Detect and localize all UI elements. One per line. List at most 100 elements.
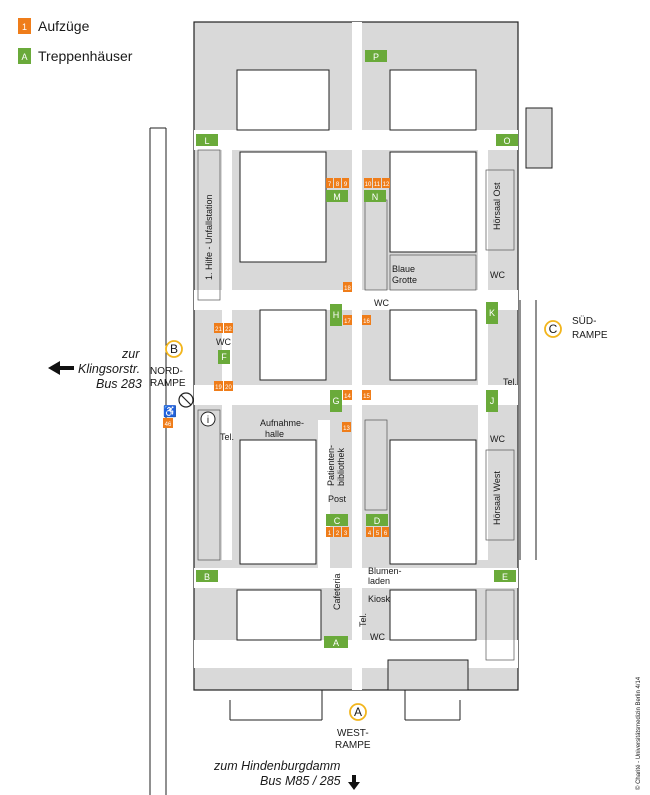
entrance-south-line2: RAMPE [572, 330, 608, 341]
stair-l[interactable]: L [196, 134, 218, 146]
stair-k[interactable]: K [486, 302, 498, 324]
tel-3: Tel. [358, 613, 368, 627]
room-hoersaal-west: Hörsaal West [492, 471, 502, 525]
stair-c[interactable]: C [326, 514, 348, 526]
svg-text:21: 21 [215, 327, 222, 333]
svg-text:19: 19 [215, 385, 222, 391]
stair-o[interactable]: O [496, 134, 518, 146]
svg-text:O: O [503, 136, 510, 146]
svg-text:1: 1 [328, 531, 332, 537]
svg-text:10: 10 [365, 182, 372, 188]
room-labels: 1. Hilfe - Unfallstation Blaue Grotte Au… [204, 182, 517, 642]
elevator-9[interactable]: 9 [342, 178, 349, 188]
svg-text:B: B [204, 572, 210, 582]
elevator-6[interactable]: 6 [382, 527, 389, 537]
no-entry-icon [178, 392, 194, 408]
elevator-8[interactable]: 8 [334, 178, 341, 188]
elevator-22[interactable]: 22 [224, 323, 233, 333]
room-wc-2: WC [490, 270, 505, 280]
elevator-3[interactable]: 3 [342, 527, 349, 537]
elevator-10[interactable]: 10 [364, 178, 372, 188]
room-wc-4: WC [216, 337, 231, 347]
elevator-16[interactable]: 16 [362, 315, 371, 325]
svg-text:15: 15 [363, 394, 370, 400]
stair-h[interactable]: H [330, 304, 342, 326]
entrance-west-line1: WEST- [337, 728, 369, 739]
stair-d[interactable]: D [366, 514, 388, 526]
elevator-7[interactable]: 7 [326, 178, 333, 188]
elevator-11[interactable]: 11 [373, 178, 381, 188]
room-wc-1: WC [370, 632, 385, 642]
svg-text:E: E [502, 572, 508, 582]
direction-bottom: zum Hindenburgdamm Bus M85 / 285 [213, 759, 360, 790]
elevator-5[interactable]: 5 [374, 527, 381, 537]
elevator-46[interactable]: 46 [163, 418, 173, 428]
elevator-20[interactable]: 20 [224, 381, 233, 391]
stair-m[interactable]: M [326, 190, 348, 202]
entrance-north[interactable]: B NORD- RAMPE [150, 340, 186, 389]
elevator-19[interactable]: 19 [214, 381, 223, 391]
entrance-south-letter: C [549, 322, 558, 336]
stair-g[interactable]: G [330, 390, 342, 412]
entrance-west[interactable]: A WEST- RAMPE [335, 703, 371, 751]
elevator-2[interactable]: 2 [334, 527, 341, 537]
svg-text:F: F [221, 352, 227, 362]
room-cafeteria: Cafeteria [332, 573, 342, 610]
tel-2: Tel. [220, 432, 234, 442]
svg-text:N: N [372, 192, 379, 202]
stair-f[interactable]: F [218, 350, 230, 364]
dir-bottom-line2: Bus M85 / 285 [260, 774, 341, 788]
svg-text:22: 22 [225, 327, 232, 333]
svg-text:14: 14 [344, 394, 351, 400]
elevator-4[interactable]: 4 [366, 527, 373, 537]
arrow-left-icon [48, 361, 74, 375]
entrance-south[interactable]: C SÜD- RAMPE [544, 315, 608, 341]
svg-text:G: G [332, 396, 339, 406]
svg-text:18: 18 [344, 286, 351, 292]
room-blumen-1: Blumen- [368, 566, 402, 576]
elevator-13[interactable]: 13 [342, 422, 351, 432]
stair-a[interactable]: A [324, 636, 348, 648]
courtyards [236, 69, 477, 641]
stair-legend-label: Treppenhäuser [38, 48, 133, 64]
stair-b[interactable]: B [196, 570, 218, 582]
room-aufnahme-1: Aufnahme- [260, 418, 304, 428]
room-erste-hilfe: 1. Hilfe - Unfallstation [204, 194, 214, 280]
info-icon: i [200, 411, 216, 427]
entrance-south-line1: SÜD- [572, 315, 596, 327]
svg-text:11: 11 [374, 182, 381, 188]
svg-text:12: 12 [383, 182, 390, 188]
stair-p[interactable]: P [365, 50, 387, 62]
dir-left-line3: Bus 283 [96, 377, 142, 391]
entrance-north-letter: B [170, 342, 178, 356]
stair-j[interactable]: J [486, 390, 498, 412]
tel-1: Tel. [503, 377, 517, 387]
room-blaue-grotte-1: Blaue [392, 264, 415, 274]
stair-e[interactable]: E [494, 570, 516, 582]
elevator-17[interactable]: 17 [343, 315, 352, 325]
svg-text:2: 2 [336, 531, 340, 537]
arrow-down-icon [348, 775, 360, 790]
stair-legend-marker: A [21, 52, 27, 62]
room-kiosk: Kiosk [368, 594, 391, 604]
building [193, 21, 553, 691]
svg-text:5: 5 [376, 531, 380, 537]
elevator-12[interactable]: 12 [382, 178, 390, 188]
elevator-18[interactable]: 18 [343, 282, 352, 292]
room-blaue-grotte-2: Grotte [392, 275, 417, 285]
dir-left-line2: Klingsorstr. [78, 362, 140, 376]
entrance-north-line2: RAMPE [150, 378, 186, 389]
elevator-1[interactable]: 1 [326, 527, 333, 537]
stair-n[interactable]: N [364, 190, 386, 202]
direction-left: zur Klingsorstr. Bus 283 [48, 347, 142, 391]
svg-text:M: M [333, 192, 341, 202]
elevator-15[interactable]: 15 [362, 390, 371, 400]
svg-text:46: 46 [165, 422, 172, 428]
credit-text: © Charité - Universitätsmedizin Berlin 4… [635, 676, 642, 790]
surrounding-roads [149, 127, 537, 795]
elevator-14[interactable]: 14 [343, 390, 352, 400]
svg-text:8: 8 [336, 182, 340, 188]
elevator-21[interactable]: 21 [214, 323, 223, 333]
svg-text:4: 4 [368, 531, 372, 537]
